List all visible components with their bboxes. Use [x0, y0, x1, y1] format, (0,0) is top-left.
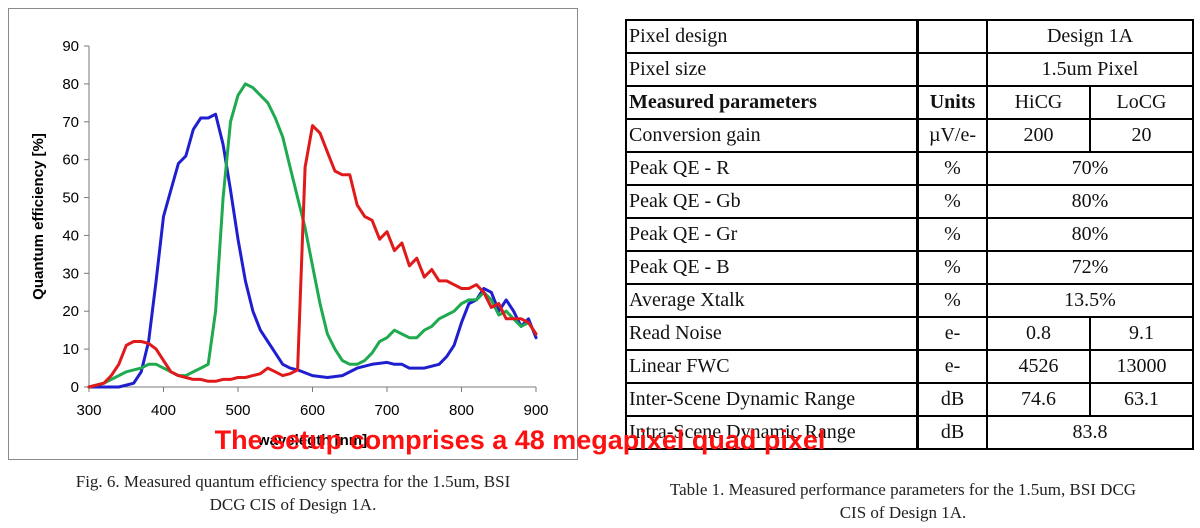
x-tick-label: 900 — [523, 402, 548, 419]
hicg-value-cell: HiCG — [986, 85, 1091, 120]
y-tick-label: 10 — [62, 341, 79, 358]
table-caption-line-2: CIS of Design 1A. — [839, 503, 967, 522]
y-tick-label: 30 — [62, 265, 79, 282]
x-tick-label: 800 — [449, 402, 474, 419]
param-cell: Conversion gain — [625, 118, 919, 153]
unit-cell: % — [916, 184, 988, 219]
unit-cell: e- — [916, 349, 988, 384]
hicg-value-cell: 0.8 — [986, 316, 1091, 351]
table-row: Measured parameters Units HiCG LoCG — [625, 85, 1194, 120]
locg-value-cell: 63.1 — [1089, 382, 1194, 417]
param-cell: Peak QE - Gr — [625, 217, 919, 252]
param-cell: Linear FWC — [625, 349, 919, 384]
x-tick-label: 400 — [151, 402, 176, 419]
table-row: Intra-Scene Dynamic Range dB 83.8 — [625, 415, 1194, 450]
hicg-value-cell: 74.6 — [986, 382, 1091, 417]
param-cell: Peak QE - Gb — [625, 184, 919, 219]
param-cell: Read Noise — [625, 316, 919, 351]
param-cell: Pixel design — [625, 19, 919, 54]
table-row: Peak QE - B% 72% — [625, 250, 1194, 285]
performance-table: Pixel design Design 1A Pixel size 1.5um Pix… — [625, 19, 1194, 450]
hicg-value-cell: 200 — [986, 118, 1091, 153]
param-cell: Peak QE - R — [625, 151, 919, 186]
x-tick-label: 600 — [300, 402, 325, 419]
table-row: Peak QE - R% 70% — [625, 151, 1194, 186]
param-cell: Measured parameters — [625, 85, 919, 120]
qe-chart: 0 10 20 30 40 50 60 70 80 90 300 400 500 600 700 800 900… — [8, 8, 578, 460]
value-cell: 80% — [986, 184, 1194, 219]
value-cell: Design 1A — [986, 19, 1194, 54]
value-cell: 83.8 — [986, 415, 1194, 450]
param-cell: Average Xtalk — [625, 283, 919, 318]
table-row: Conversion gain µV/e- 200 20 — [625, 118, 1194, 153]
figure-caption-line-1: Fig. 6. Measured quantum efficiency spec… — [75, 472, 511, 491]
table-row: Average Xtalk% 13.5% — [625, 283, 1194, 318]
param-cell: Intra-Scene Dynamic Range — [625, 415, 919, 450]
param-cell: Pixel size — [625, 52, 919, 87]
table-row: Pixel size 1.5um Pixel — [625, 52, 1194, 87]
locg-value-cell: LoCG — [1089, 85, 1194, 120]
table-caption: Table 1. Measured performance parameters… — [606, 478, 1200, 524]
unit-cell: dB — [916, 382, 988, 417]
y-tick-label: 80 — [62, 76, 79, 93]
unit-cell: dB — [916, 415, 988, 450]
param-cell: Peak QE - B — [625, 250, 919, 285]
unit-cell: % — [916, 283, 988, 318]
qe-chart-svg: 0 10 20 30 40 50 60 70 80 90 300 400 500 600 700 800 900… — [30, 38, 549, 449]
locg-value-cell: 13000 — [1089, 349, 1194, 384]
value-cell: 1.5um Pixel — [986, 52, 1194, 87]
table-row: Read Noise e- 0.8 9.1 — [625, 316, 1194, 351]
y-axis-title: Quantum efficiency [%] — [30, 133, 47, 300]
performance-table-body: Pixel design Design 1A Pixel size 1.5um Pix… — [625, 19, 1194, 450]
unit-cell: µV/e- — [916, 118, 988, 153]
y-tick-label: 0 — [71, 379, 79, 396]
locg-value-cell: 20 — [1089, 118, 1194, 153]
y-tick-label: 70 — [62, 114, 79, 131]
unit-cell: e- — [916, 316, 988, 351]
unit-cell — [916, 52, 988, 87]
figure-caption: Fig. 6. Measured quantum efficiency spec… — [8, 470, 578, 516]
locg-value-cell: 9.1 — [1089, 316, 1194, 351]
table-row: Pixel design Design 1A — [625, 19, 1194, 54]
table-row: Peak QE - Gb% 80% — [625, 184, 1194, 219]
table-row: Inter-Scene Dynamic Range dB 74.6 63.1 — [625, 382, 1194, 417]
figure-caption-line-2: DCG CIS of Design 1A. — [209, 495, 377, 514]
unit-cell: Units — [916, 85, 988, 120]
unit-cell — [916, 19, 988, 54]
x-axis-title: wavelegth [nm] — [257, 432, 367, 449]
table-row: Peak QE - Gr% 80% — [625, 217, 1194, 252]
x-tick-label: 500 — [225, 402, 250, 419]
y-tick-label: 40 — [62, 227, 79, 244]
unit-cell: % — [916, 250, 988, 285]
value-cell: 72% — [986, 250, 1194, 285]
x-tick-label: 300 — [76, 402, 101, 419]
series-line-0 — [87, 112, 538, 389]
unit-cell: % — [916, 151, 988, 186]
table-caption-line-1: Table 1. Measured performance parameters… — [669, 480, 1137, 499]
y-tick-label: 20 — [62, 303, 79, 320]
y-tick-label: 90 — [62, 38, 79, 55]
x-tick-label: 700 — [374, 402, 399, 419]
value-cell: 80% — [986, 217, 1194, 252]
value-cell: 13.5% — [986, 283, 1194, 318]
value-cell: 70% — [986, 151, 1194, 186]
y-tick-label: 60 — [62, 152, 79, 169]
series-line-2 — [87, 124, 538, 389]
y-tick-label: 50 — [62, 190, 79, 207]
param-cell: Inter-Scene Dynamic Range — [625, 382, 919, 417]
hicg-value-cell: 4526 — [986, 349, 1091, 384]
table-row: Linear FWC e- 4526 13000 — [625, 349, 1194, 384]
unit-cell: % — [916, 217, 988, 252]
